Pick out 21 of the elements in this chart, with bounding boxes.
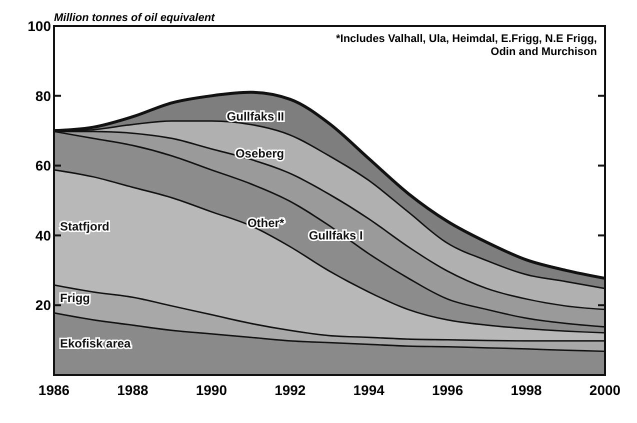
series-label: Frigg xyxy=(60,291,90,306)
series-label: Ekofisk area xyxy=(60,336,132,351)
y-tick-label: 80 xyxy=(35,88,52,104)
y-tick-label: 60 xyxy=(35,158,52,174)
x-tick-label: 1998 xyxy=(510,382,542,398)
series-label: Statfjord xyxy=(60,220,110,234)
x-tick-label: 1990 xyxy=(196,382,228,398)
x-tick-label: 1996 xyxy=(432,382,464,398)
series-label: Other* xyxy=(247,216,284,230)
x-tick-label: 1994 xyxy=(353,382,385,398)
x-tick-label: 1986 xyxy=(38,382,70,398)
series-label: Gullfaks II xyxy=(226,110,284,124)
y-axis-title: Million tonnes of oil equivalent xyxy=(54,12,216,24)
x-tick-label: 1988 xyxy=(117,382,148,398)
y-tick-label: 40 xyxy=(35,227,52,244)
y-tick-label: 100 xyxy=(28,18,52,34)
series-label: Oseberg xyxy=(235,146,284,160)
x-tick-label: 1992 xyxy=(274,382,306,398)
annotation: *Includes Valhall, Ula, Heimdal, E.Frigg, N.E Frigg, Odin and Murchison xyxy=(336,33,598,58)
x-tick-label: 2000 xyxy=(589,382,621,398)
y-tick-label: 20 xyxy=(35,297,52,314)
